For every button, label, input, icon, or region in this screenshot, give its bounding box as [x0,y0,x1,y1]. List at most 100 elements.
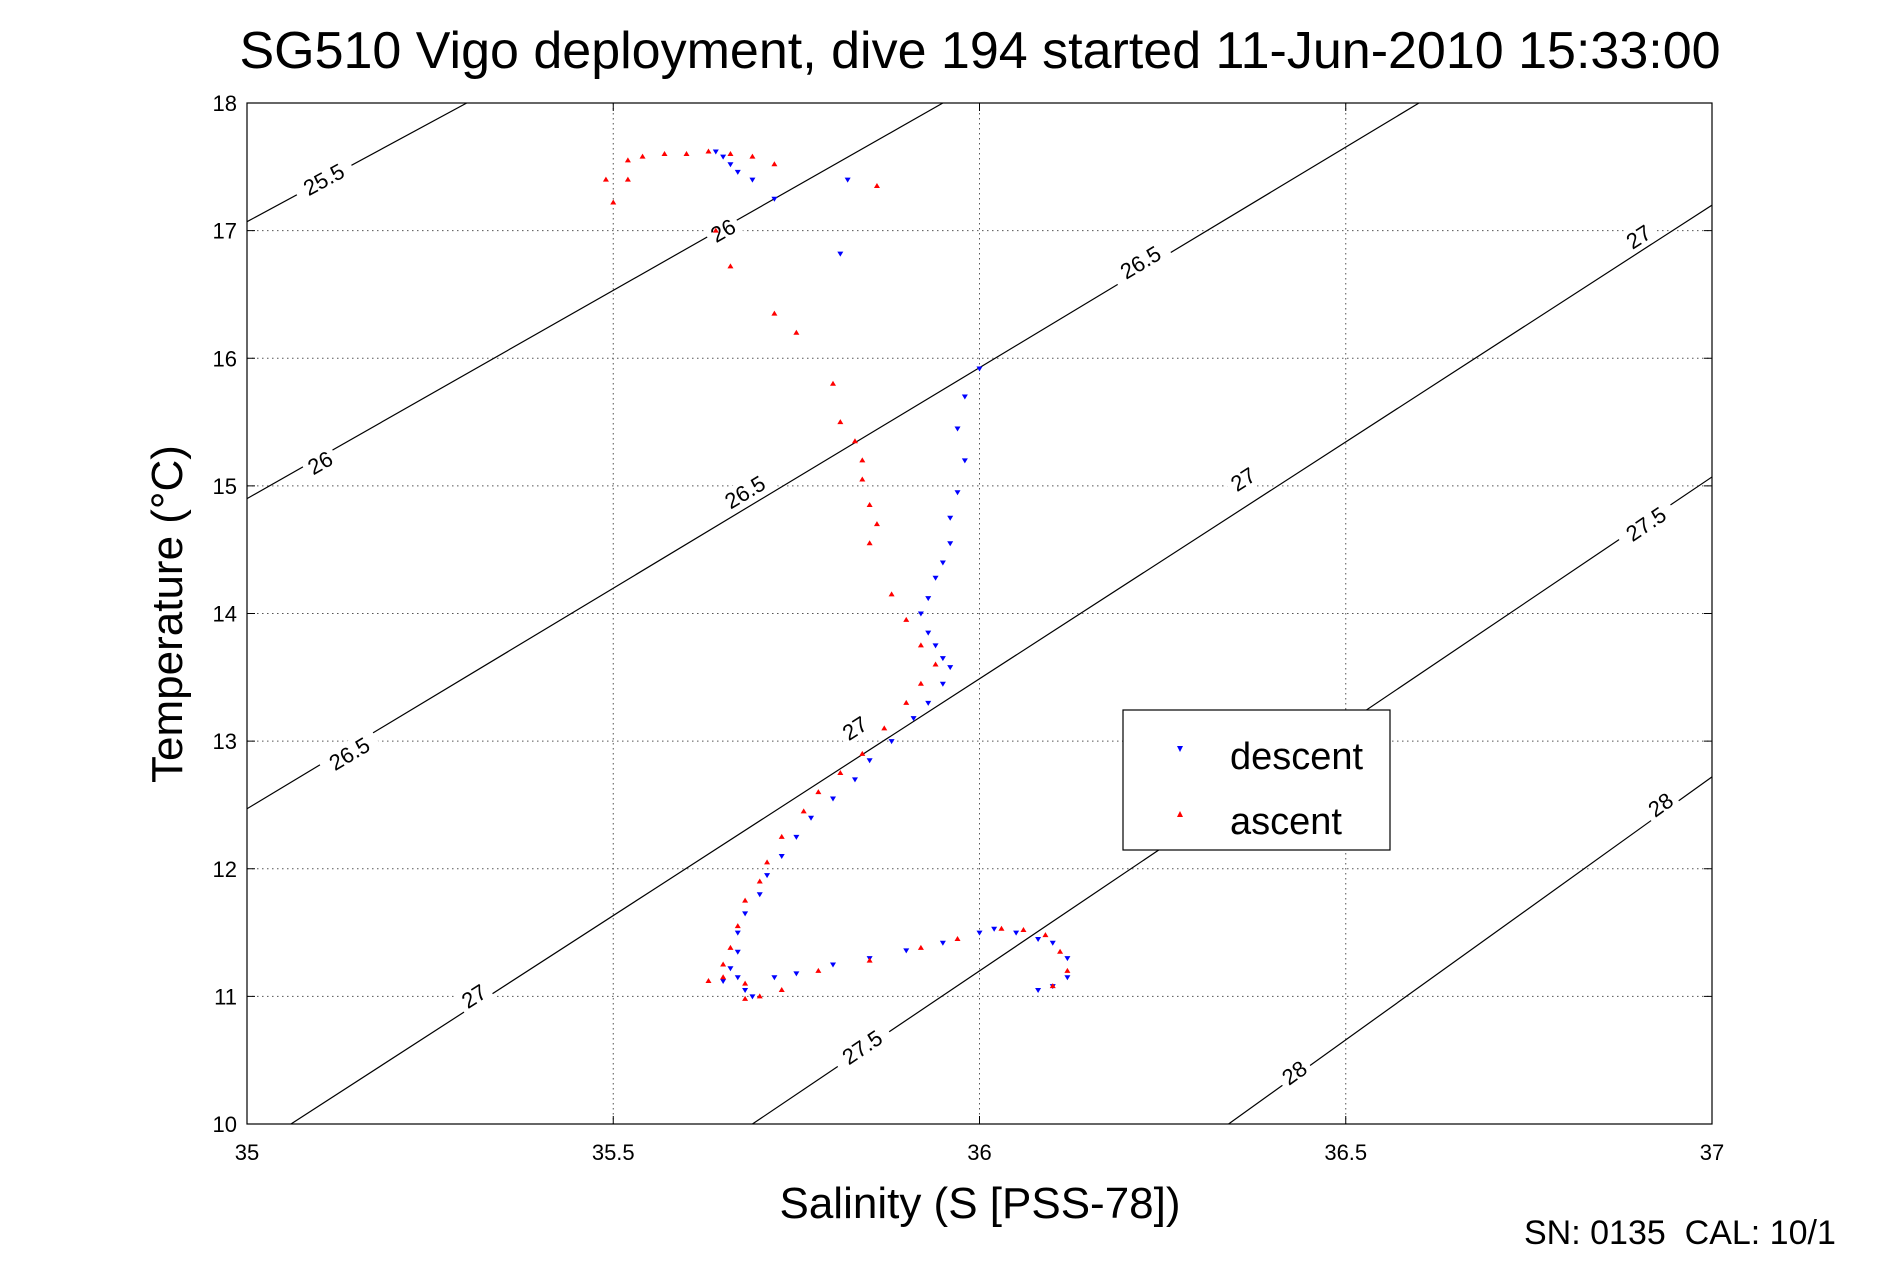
ascent-point [720,961,727,967]
ascent-point [742,995,749,1001]
y-tick-label: 15 [213,474,237,499]
data-series [602,148,1071,1001]
descent-point [830,962,836,968]
ascent-point [734,923,741,929]
descent-point [734,975,741,981]
descent-point [932,575,939,581]
ascent-point [727,151,734,157]
descent-point [734,949,741,955]
descent-point [947,665,954,671]
descent-point [712,149,719,155]
ascent-point [1020,927,1027,933]
ascent-point [815,789,822,795]
x-tick-label: 36.5 [1324,1140,1367,1165]
density-contour-line [290,204,1712,1124]
series-descent [712,149,1071,1000]
ascent-point [1057,948,1064,954]
descent-point [771,975,778,981]
y-tick-label: 16 [213,346,237,371]
ascent-point [705,978,712,984]
ascent-point [837,770,844,776]
descent-point [932,643,939,649]
descent-point [961,458,968,464]
series-ascent [602,148,1071,1001]
y-tick-label: 12 [213,857,237,882]
ascent-point [917,642,924,648]
descent-point [991,926,998,932]
density-contour-label-gap [829,1020,895,1075]
density-contour-label-gap [316,727,383,781]
y-axis-label: Temperature (°C) [143,445,192,783]
ascent-point [903,616,910,622]
density-contour-label-gap [1617,217,1660,257]
ascent-point [778,833,785,839]
ascent-point [610,199,617,205]
descent-point [925,630,932,636]
ascent-point [727,944,734,950]
ascent-point [624,176,631,182]
descent-point [954,490,961,496]
density-contour-line [247,103,468,223]
descent-point [939,560,946,566]
x-tick-label: 36 [967,1140,991,1165]
descent-point [720,979,727,985]
ascent-point [683,151,690,157]
ascent-point [742,897,749,903]
x-axis-label: Salinity (S [PSS-78]) [779,1179,1180,1228]
density-contour-label-gap [834,709,876,748]
grid-lines [247,103,1712,1124]
ascent-point [742,980,749,986]
ascent-point [764,859,771,865]
ascent-point [866,502,873,508]
ascent-point [639,153,646,159]
y-tick-label: 10 [213,1112,237,1137]
descent-point [1035,936,1042,942]
density-contour-label-gap [290,154,357,205]
descent-point [749,994,756,1000]
ascent-point [866,540,873,546]
descent-point [1013,930,1020,936]
ascent-point [873,182,880,188]
density-contour-label-gap [453,977,495,1016]
ascent-point [720,974,727,980]
ascent-point [712,227,719,233]
descent-point [764,873,771,879]
ascent-point [749,153,756,159]
density-contour-label-gap [1222,460,1264,499]
descent-point [742,911,749,917]
ascent-point [917,944,924,950]
ascent-point [1049,983,1056,989]
density-contour-line [247,103,1420,810]
ascent-point [859,457,866,463]
descent-point [756,892,763,898]
descent-point [866,758,873,764]
legend-ascent-label: ascent [1230,801,1342,843]
descent-point [808,815,815,821]
descent-point [925,596,932,602]
ascent-point [859,476,866,482]
ascent-point [793,329,800,335]
ascent-point [705,148,712,154]
y-tick-label: 13 [213,729,237,754]
descent-point [1064,975,1071,981]
ascent-point [998,925,1005,931]
descent-point [727,966,734,972]
descent-point [910,716,917,722]
descent-point [1035,987,1042,993]
descent-point [720,154,727,160]
descent-point [939,656,946,662]
ascent-point [727,263,734,269]
ascent-point [917,680,924,686]
descent-point [851,777,858,783]
ascent-point [756,878,763,884]
y-tick-label: 11 [214,984,237,1009]
ascent-point [771,310,778,316]
descent-point [925,700,932,706]
x-tick-label: 35.5 [592,1140,635,1165]
ascent-point [859,750,866,756]
density-contour-label-gap [1639,785,1682,825]
density-contour-label-gap [712,465,778,519]
legend: descent ascent [1122,709,1391,851]
